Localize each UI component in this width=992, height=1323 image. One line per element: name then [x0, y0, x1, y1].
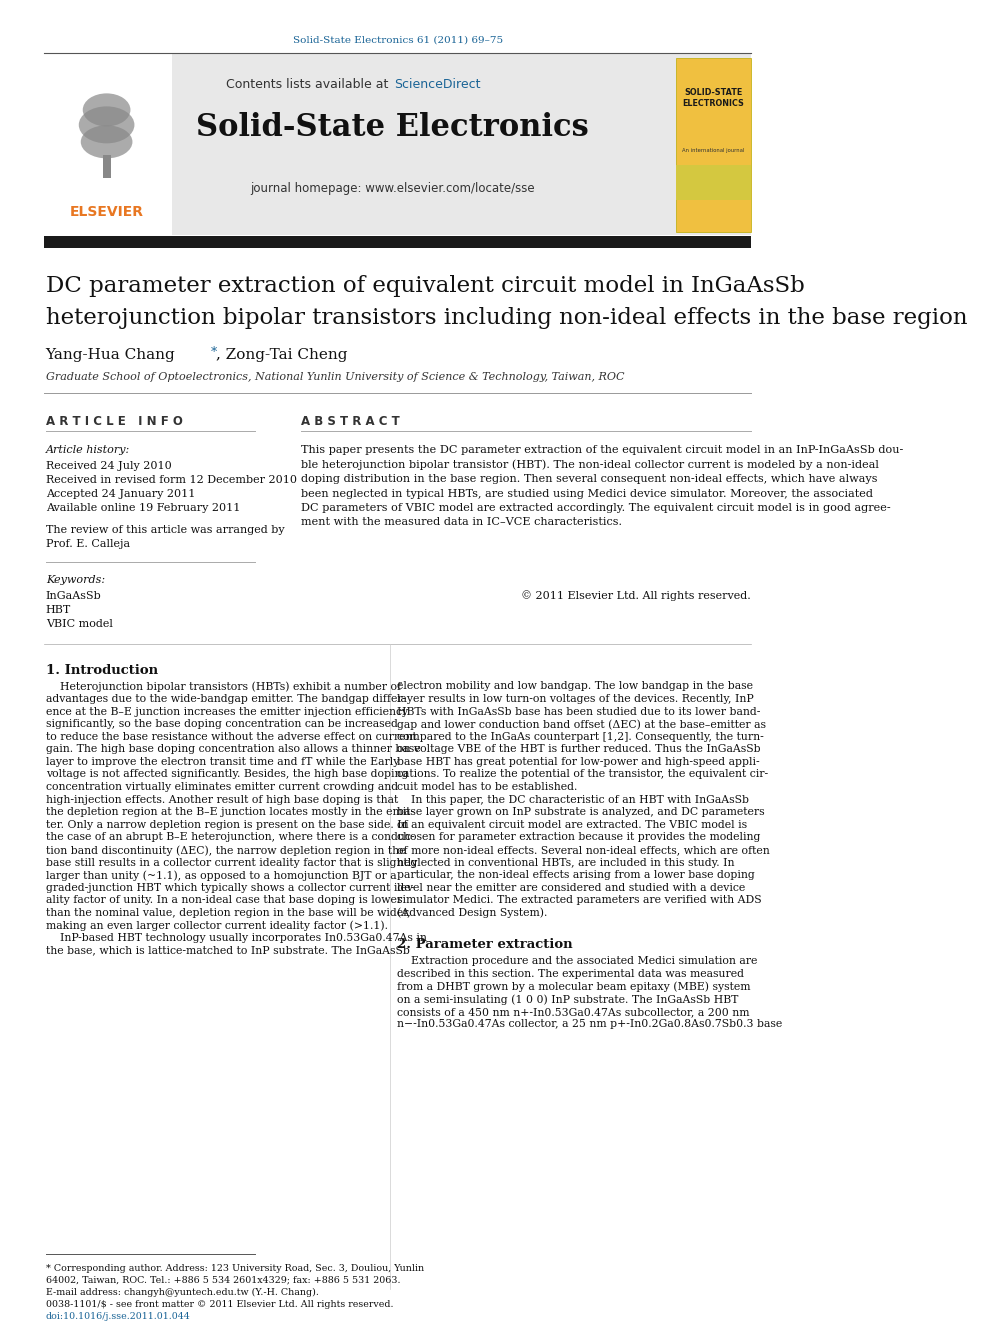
Text: Yang-Hua Chang: Yang-Hua Chang [46, 348, 181, 361]
Text: concentration virtually eliminates emitter current crowding and: concentration virtually eliminates emitt… [46, 782, 398, 792]
Text: This paper presents the DC parameter extraction of the equivalent circuit model : This paper presents the DC parameter ext… [301, 445, 903, 528]
Text: the case of an abrupt B–E heterojunction, where there is a conduc-: the case of an abrupt B–E heterojunction… [46, 832, 415, 843]
Text: InP-based HBT technology usually incorporates In0.53Ga0.47As in: InP-based HBT technology usually incorpo… [46, 933, 427, 943]
Text: consists of a 450 nm n+-In0.53Ga0.47As subcollector, a 200 nm: consists of a 450 nm n+-In0.53Ga0.47As s… [397, 1007, 749, 1017]
Text: VBIC model: VBIC model [46, 619, 112, 630]
Text: cuit model has to be established.: cuit model has to be established. [397, 782, 577, 792]
Text: on a semi-insulating (1 0 0) InP substrate. The InGaAsSb HBT: on a semi-insulating (1 0 0) InP substra… [397, 994, 738, 1004]
Text: SOLID-STATE
ELECTRONICS: SOLID-STATE ELECTRONICS [682, 87, 744, 108]
Text: 64002, Taiwan, ROC. Tel.: +886 5 534 2601x4329; fax: +886 5 531 2063.: 64002, Taiwan, ROC. Tel.: +886 5 534 260… [46, 1275, 400, 1285]
Text: © 2011 Elsevier Ltd. All rights reserved.: © 2011 Elsevier Ltd. All rights reserved… [521, 590, 751, 601]
Text: Contents lists available at: Contents lists available at [226, 78, 393, 91]
Text: The review of this article was arranged by: The review of this article was arranged … [46, 525, 285, 536]
Text: voltage is not affected significantly. Besides, the high base doping: voltage is not affected significantly. B… [46, 770, 408, 779]
Text: * Corresponding author. Address: 123 University Road, Sec. 3, Douliou, Yunlin: * Corresponding author. Address: 123 Uni… [46, 1263, 424, 1273]
Bar [44, 53, 173, 234]
Text: gain. The high base doping concentration also allows a thinner base: gain. The high base doping concentration… [46, 745, 421, 754]
Text: compared to the InGaAs counterpart [1,2]. Consequently, the turn-: compared to the InGaAs counterpart [1,2]… [397, 732, 764, 742]
Text: layer results in low turn-on voltages of the devices. Recently, InP: layer results in low turn-on voltages of… [397, 695, 754, 704]
Text: layer to improve the electron transit time and fT while the Early: layer to improve the electron transit ti… [46, 757, 399, 767]
Text: n−-In0.53Ga0.47As collector, a 25 nm p+-In0.2Ga0.8As0.7Sb0.3 base: n−-In0.53Ga0.47As collector, a 25 nm p+-… [397, 1020, 782, 1029]
Text: 0038-1101/$ - see front matter © 2011 Elsevier Ltd. All rights reserved.: 0038-1101/$ - see front matter © 2011 El… [46, 1299, 393, 1308]
Text: A B S T R A C T: A B S T R A C T [301, 414, 400, 427]
Text: Heterojunction bipolar transistors (HBTs) exhibit a number of: Heterojunction bipolar transistors (HBTs… [46, 681, 401, 692]
Text: on voltage VBE of the HBT is further reduced. Thus the InGaAsSb: on voltage VBE of the HBT is further red… [397, 745, 761, 754]
Text: 1. Introduction: 1. Introduction [46, 664, 158, 677]
Bar [676, 58, 751, 232]
Text: Available online 19 February 2011: Available online 19 February 2011 [46, 503, 240, 512]
Text: electron mobility and low bandgap. The low bandgap in the base: electron mobility and low bandgap. The l… [397, 681, 753, 692]
Text: E-mail address: changyh@yuntech.edu.tw (Y.-H. Chang).: E-mail address: changyh@yuntech.edu.tw (… [46, 1287, 318, 1297]
Ellipse shape [82, 94, 131, 127]
Ellipse shape [80, 126, 133, 159]
Text: the depletion region at the B–E junction locates mostly in the emit-: the depletion region at the B–E junction… [46, 807, 414, 818]
Text: Received 24 July 2010: Received 24 July 2010 [46, 460, 172, 471]
Text: neglected in conventional HBTs, are included in this study. In: neglected in conventional HBTs, are incl… [397, 857, 734, 868]
Text: base HBT has great potential for low-power and high-speed appli-: base HBT has great potential for low-pow… [397, 757, 760, 767]
Text: graded-junction HBT which typically shows a collector current ide-: graded-junction HBT which typically show… [46, 882, 414, 893]
Text: journal homepage: www.elsevier.com/locate/sse: journal homepage: www.elsevier.com/locat… [250, 181, 535, 194]
Text: An international journal: An international journal [682, 148, 745, 153]
Text: cations. To realize the potential of the transistor, the equivalent cir-: cations. To realize the potential of the… [397, 770, 768, 779]
Text: larger than unity (~1.1), as opposed to a homojunction BJT or a: larger than unity (~1.1), as opposed to … [46, 871, 397, 881]
Text: base layer grown on InP substrate is analyzed, and DC parameters: base layer grown on InP substrate is ana… [397, 807, 765, 818]
Text: simulator Medici. The extracted parameters are verified with ADS: simulator Medici. The extracted paramete… [397, 896, 762, 905]
Text: InGaAsSb: InGaAsSb [46, 591, 101, 602]
Text: Keywords:: Keywords: [46, 576, 105, 586]
Bar [44, 53, 751, 234]
Bar [44, 235, 751, 247]
Text: HBT: HBT [46, 606, 71, 615]
Text: Graduate School of Optoelectronics, National Yunlin University of Science & Tech: Graduate School of Optoelectronics, Nati… [46, 372, 624, 381]
Ellipse shape [78, 106, 135, 143]
Text: Accepted 24 January 2011: Accepted 24 January 2011 [46, 488, 195, 499]
Text: of more non-ideal effects. Several non-ideal effects, which are often: of more non-ideal effects. Several non-i… [397, 845, 770, 855]
Text: (Advanced Design System).: (Advanced Design System). [397, 908, 548, 918]
Text: In this paper, the DC characteristic of an HBT with InGaAsSb: In this paper, the DC characteristic of … [397, 795, 749, 804]
Text: ence at the B–E junction increases the emitter injection efficiency: ence at the B–E junction increases the e… [46, 706, 408, 717]
Text: described in this section. The experimental data was measured: described in this section. The experimen… [397, 968, 744, 979]
Text: Article history:: Article history: [46, 445, 130, 455]
Text: doi:10.1016/j.sse.2011.01.044: doi:10.1016/j.sse.2011.01.044 [46, 1311, 190, 1320]
Text: particular, the non-ideal effects arising from a lower base doping: particular, the non-ideal effects arisin… [397, 871, 755, 880]
Text: A R T I C L E   I N F O: A R T I C L E I N F O [46, 414, 183, 427]
Text: , Zong-Tai Cheng: , Zong-Tai Cheng [216, 348, 348, 361]
Bar [102, 155, 110, 177]
Text: making an even larger collector current ideality factor (>1.1).: making an even larger collector current … [46, 921, 388, 931]
Text: Received in revised form 12 December 2010: Received in revised form 12 December 201… [46, 475, 297, 484]
Text: tion band discontinuity (ΔEC), the narrow depletion region in the: tion band discontinuity (ΔEC), the narro… [46, 845, 405, 856]
Text: Solid-State Electronics: Solid-State Electronics [196, 112, 589, 143]
Text: from a DHBT grown by a molecular beam epitaxy (MBE) system: from a DHBT grown by a molecular beam ep… [397, 982, 750, 992]
Text: chosen for parameter extraction because it provides the modeling: chosen for parameter extraction because … [397, 832, 760, 843]
Text: ter. Only a narrow depletion region is present on the base side. In: ter. Only a narrow depletion region is p… [46, 820, 409, 830]
Text: advantages due to the wide-bandgap emitter. The bandgap differ-: advantages due to the wide-bandgap emitt… [46, 695, 406, 704]
Text: Solid-State Electronics 61 (2011) 69–75: Solid-State Electronics 61 (2011) 69–75 [293, 36, 503, 45]
Text: Extraction procedure and the associated Medici simulation are: Extraction procedure and the associated … [397, 957, 757, 967]
Text: 2. Parameter extraction: 2. Parameter extraction [397, 938, 572, 951]
Text: heterojunction bipolar transistors including non-ideal effects in the base regio: heterojunction bipolar transistors inclu… [46, 307, 967, 328]
Text: than the nominal value, depletion region in the base will be wider,: than the nominal value, depletion region… [46, 908, 411, 918]
Text: DC parameter extraction of equivalent circuit model in InGaAsSb: DC parameter extraction of equivalent ci… [46, 275, 805, 296]
Text: high-injection effects. Another result of high base doping is that: high-injection effects. Another result o… [46, 795, 398, 804]
Text: ScienceDirect: ScienceDirect [395, 78, 481, 91]
Text: *: * [211, 345, 217, 359]
Text: ELSEVIER: ELSEVIER [69, 205, 144, 218]
Text: to reduce the base resistance without the adverse effect on current: to reduce the base resistance without th… [46, 732, 417, 742]
Text: level near the emitter are considered and studied with a device: level near the emitter are considered an… [397, 882, 745, 893]
Text: HBTs with InGaAsSb base has been studied due to its lower band-: HBTs with InGaAsSb base has been studied… [397, 706, 760, 717]
Text: gap and lower conduction band offset (ΔEC) at the base–emitter as: gap and lower conduction band offset (ΔE… [397, 720, 766, 730]
Text: significantly, so the base doping concentration can be increased: significantly, so the base doping concen… [46, 720, 398, 729]
Text: ality factor of unity. In a non-ideal case that base doping is lower: ality factor of unity. In a non-ideal ca… [46, 896, 402, 905]
Text: the base, which is lattice-matched to InP substrate. The InGaAsSb: the base, which is lattice-matched to In… [46, 946, 410, 955]
Text: of an equivalent circuit model are extracted. The VBIC model is: of an equivalent circuit model are extra… [397, 820, 747, 830]
Bar [676, 165, 751, 200]
Text: Prof. E. Calleja: Prof. E. Calleja [46, 540, 130, 549]
Text: base still results in a collector current ideality factor that is slightly: base still results in a collector curren… [46, 857, 417, 868]
